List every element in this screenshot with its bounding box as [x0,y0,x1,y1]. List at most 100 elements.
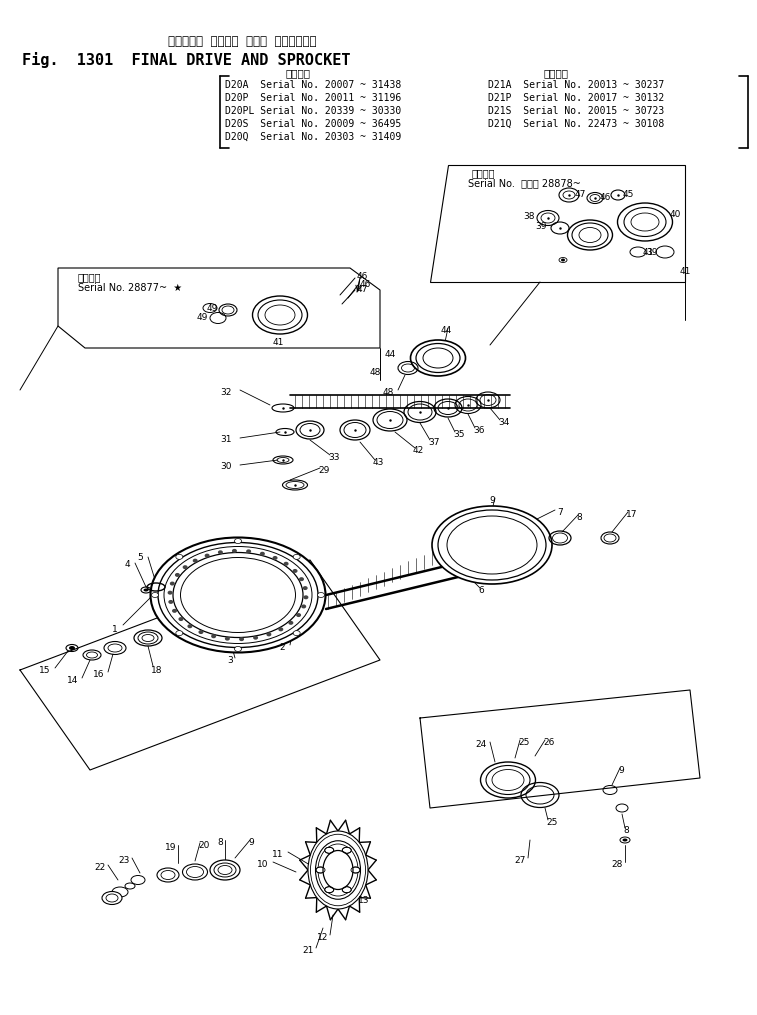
Ellipse shape [193,558,198,562]
Text: D21S  Serial No. 20015 ~ 30723: D21S Serial No. 20015 ~ 30723 [488,106,664,116]
Text: 18: 18 [151,666,163,675]
Text: ファイナル  ドライブ  および  スプロケット: ファイナル ドライブ および スプロケット [168,35,316,48]
Ellipse shape [265,304,295,325]
Ellipse shape [342,887,351,893]
Text: 30: 30 [220,462,232,471]
Ellipse shape [235,647,241,652]
Ellipse shape [182,864,207,880]
Ellipse shape [210,860,240,880]
Text: Fig.  1301  FINAL DRIVE AND SPROCKET: Fig. 1301 FINAL DRIVE AND SPROCKET [22,52,350,68]
Text: 41: 41 [680,267,691,276]
Text: 5: 5 [137,553,143,562]
Text: 14: 14 [67,676,78,685]
Ellipse shape [151,538,326,653]
Text: 12: 12 [316,933,328,942]
Ellipse shape [266,632,271,636]
Text: 10: 10 [257,860,268,869]
Ellipse shape [293,630,301,635]
Ellipse shape [239,637,244,641]
Ellipse shape [325,887,334,893]
Text: 8: 8 [623,826,629,835]
Polygon shape [58,268,380,348]
Ellipse shape [168,600,173,604]
Ellipse shape [273,556,278,560]
Ellipse shape [316,867,325,873]
Text: D20Q  Serial No. 20303 ~ 31409: D20Q Serial No. 20303 ~ 31409 [225,132,401,142]
Ellipse shape [172,609,177,613]
Text: 15: 15 [39,666,50,675]
Ellipse shape [211,634,217,638]
Text: 9: 9 [248,838,254,847]
Ellipse shape [232,549,237,553]
Ellipse shape [198,630,204,634]
Ellipse shape [316,840,360,899]
Text: D20A  Serial No. 20007 ~ 31438: D20A Serial No. 20007 ~ 31438 [225,80,401,90]
Text: 適用号機: 適用号機 [472,168,496,178]
Text: 46: 46 [600,193,612,202]
Ellipse shape [176,630,182,635]
Text: 16: 16 [92,670,104,679]
Text: 49: 49 [207,304,218,313]
Text: 29: 29 [318,466,329,475]
Text: 22: 22 [95,863,106,872]
Polygon shape [430,165,685,282]
Ellipse shape [204,553,210,557]
Text: 36: 36 [473,426,484,435]
Ellipse shape [182,565,188,569]
Ellipse shape [157,868,179,882]
Text: 37: 37 [428,438,440,447]
Text: 19: 19 [164,843,176,852]
Text: 33: 33 [328,453,339,462]
Text: 17: 17 [626,510,637,519]
Text: 31: 31 [220,435,232,444]
Ellipse shape [284,561,288,565]
Ellipse shape [296,613,301,617]
Text: 48: 48 [382,388,394,397]
Ellipse shape [292,569,298,572]
Text: 25: 25 [518,738,529,747]
Ellipse shape [279,627,283,631]
Ellipse shape [432,506,552,584]
Text: D21P  Serial No. 20017 ~ 30132: D21P Serial No. 20017 ~ 30132 [488,93,664,103]
Text: 2: 2 [279,642,285,652]
Text: D20PL Serial No. 20339 ~ 30330: D20PL Serial No. 20339 ~ 30330 [225,106,401,116]
Ellipse shape [225,636,230,640]
Ellipse shape [188,624,192,628]
Text: 7: 7 [557,508,562,517]
Ellipse shape [218,550,223,554]
Ellipse shape [131,876,145,884]
Text: 39: 39 [646,248,658,257]
Text: 42: 42 [413,446,424,455]
Text: D21Q  Serial No. 22473 ~ 30108: D21Q Serial No. 22473 ~ 30108 [488,119,664,129]
Text: 6: 6 [478,586,484,595]
Text: 35: 35 [453,430,465,439]
Ellipse shape [323,851,353,889]
Ellipse shape [299,578,304,582]
Text: 48: 48 [370,368,382,377]
Ellipse shape [373,409,407,431]
Text: 4: 4 [124,560,130,569]
Text: Serial No. 28877~  ★: Serial No. 28877~ ★ [78,283,182,293]
Ellipse shape [303,586,307,590]
Text: 28: 28 [612,860,623,869]
Text: 23: 23 [119,856,130,865]
Ellipse shape [342,848,351,854]
Text: 45: 45 [623,190,634,199]
Text: D21A  Serial No. 20013 ~ 30237: D21A Serial No. 20013 ~ 30237 [488,80,664,90]
Ellipse shape [317,593,325,598]
Ellipse shape [308,831,368,909]
Text: 43: 43 [373,458,385,467]
Text: D20S  Serial No. 20009 ~ 36495: D20S Serial No. 20009 ~ 36495 [225,119,401,129]
Ellipse shape [170,582,175,586]
Ellipse shape [142,634,154,641]
Text: 40: 40 [670,210,681,219]
Text: 9: 9 [618,766,624,775]
Text: 32: 32 [220,388,232,397]
Text: 46: 46 [357,272,369,281]
Text: 44: 44 [441,326,452,335]
Text: 適用号機: 適用号機 [285,68,310,78]
Text: 26: 26 [543,738,554,747]
Text: 24: 24 [475,740,487,749]
Ellipse shape [151,593,158,598]
Ellipse shape [176,554,182,559]
